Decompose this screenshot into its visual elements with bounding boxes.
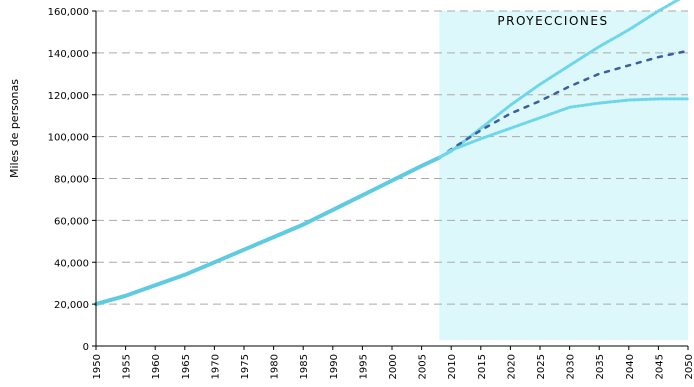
x-tick-label: 2000 bbox=[388, 354, 399, 379]
y-tick-label: 160,000 bbox=[48, 7, 89, 18]
x-tick-label: 2015 bbox=[477, 354, 488, 379]
series-line-2 bbox=[438, 49, 690, 159]
x-tick-label: 1995 bbox=[358, 354, 369, 379]
x-tick-label: 1950 bbox=[92, 354, 103, 379]
y-tick-label: 20,000 bbox=[54, 300, 89, 311]
y-tick-label: 120,000 bbox=[48, 91, 89, 102]
y-tick-labels: 0 20,000 40,000 60,000 80,000 100,000 120,000 1… bbox=[48, 7, 89, 353]
x-tick-label: 1985 bbox=[299, 354, 310, 379]
x-tick-label: 2045 bbox=[654, 354, 665, 379]
y-tick-label: 140,000 bbox=[48, 49, 89, 60]
x-tick-label: 2040 bbox=[625, 354, 636, 379]
series-layer bbox=[94, 0, 690, 307]
series-line-0 bbox=[94, 155, 442, 307]
x-tick-label: 2020 bbox=[506, 354, 517, 379]
x-tick-label: 1975 bbox=[240, 354, 251, 379]
x-tick-label: 1970 bbox=[210, 354, 221, 379]
series-line-3 bbox=[437, 97, 690, 160]
y-tick-label: 80,000 bbox=[54, 175, 89, 186]
y-tick-label: 40,000 bbox=[54, 258, 89, 269]
x-tick-label: 2025 bbox=[536, 354, 547, 379]
x-tick-label: 2005 bbox=[418, 354, 429, 379]
x-tick-label: 2050 bbox=[684, 354, 694, 379]
x-tick-label: 1990 bbox=[329, 354, 340, 379]
axes bbox=[92, 10, 689, 350]
x-tick-label: 1960 bbox=[151, 354, 162, 379]
x-tick-label: 1980 bbox=[270, 354, 281, 379]
x-tick-label: 2030 bbox=[566, 354, 577, 379]
x-tick-label: 1955 bbox=[122, 354, 133, 379]
x-tick-label: 1965 bbox=[181, 354, 192, 379]
y-tick-label: 0 bbox=[83, 342, 89, 353]
projection-region bbox=[439, 11, 688, 340]
x-tick-label: 2035 bbox=[595, 354, 606, 379]
gridlines bbox=[96, 10, 688, 305]
projection-label: PROYECCIONES bbox=[497, 14, 608, 28]
y-tick-label: 60,000 bbox=[54, 216, 89, 227]
x-tick-labels: 1950 1955 1960 1965 1970 1975 1980 1985 1990 1995… bbox=[92, 354, 694, 379]
y-axis-label: Miles de personas bbox=[8, 79, 21, 178]
y-tick-label: 100,000 bbox=[48, 133, 89, 144]
x-tick-label: 2010 bbox=[447, 354, 458, 379]
